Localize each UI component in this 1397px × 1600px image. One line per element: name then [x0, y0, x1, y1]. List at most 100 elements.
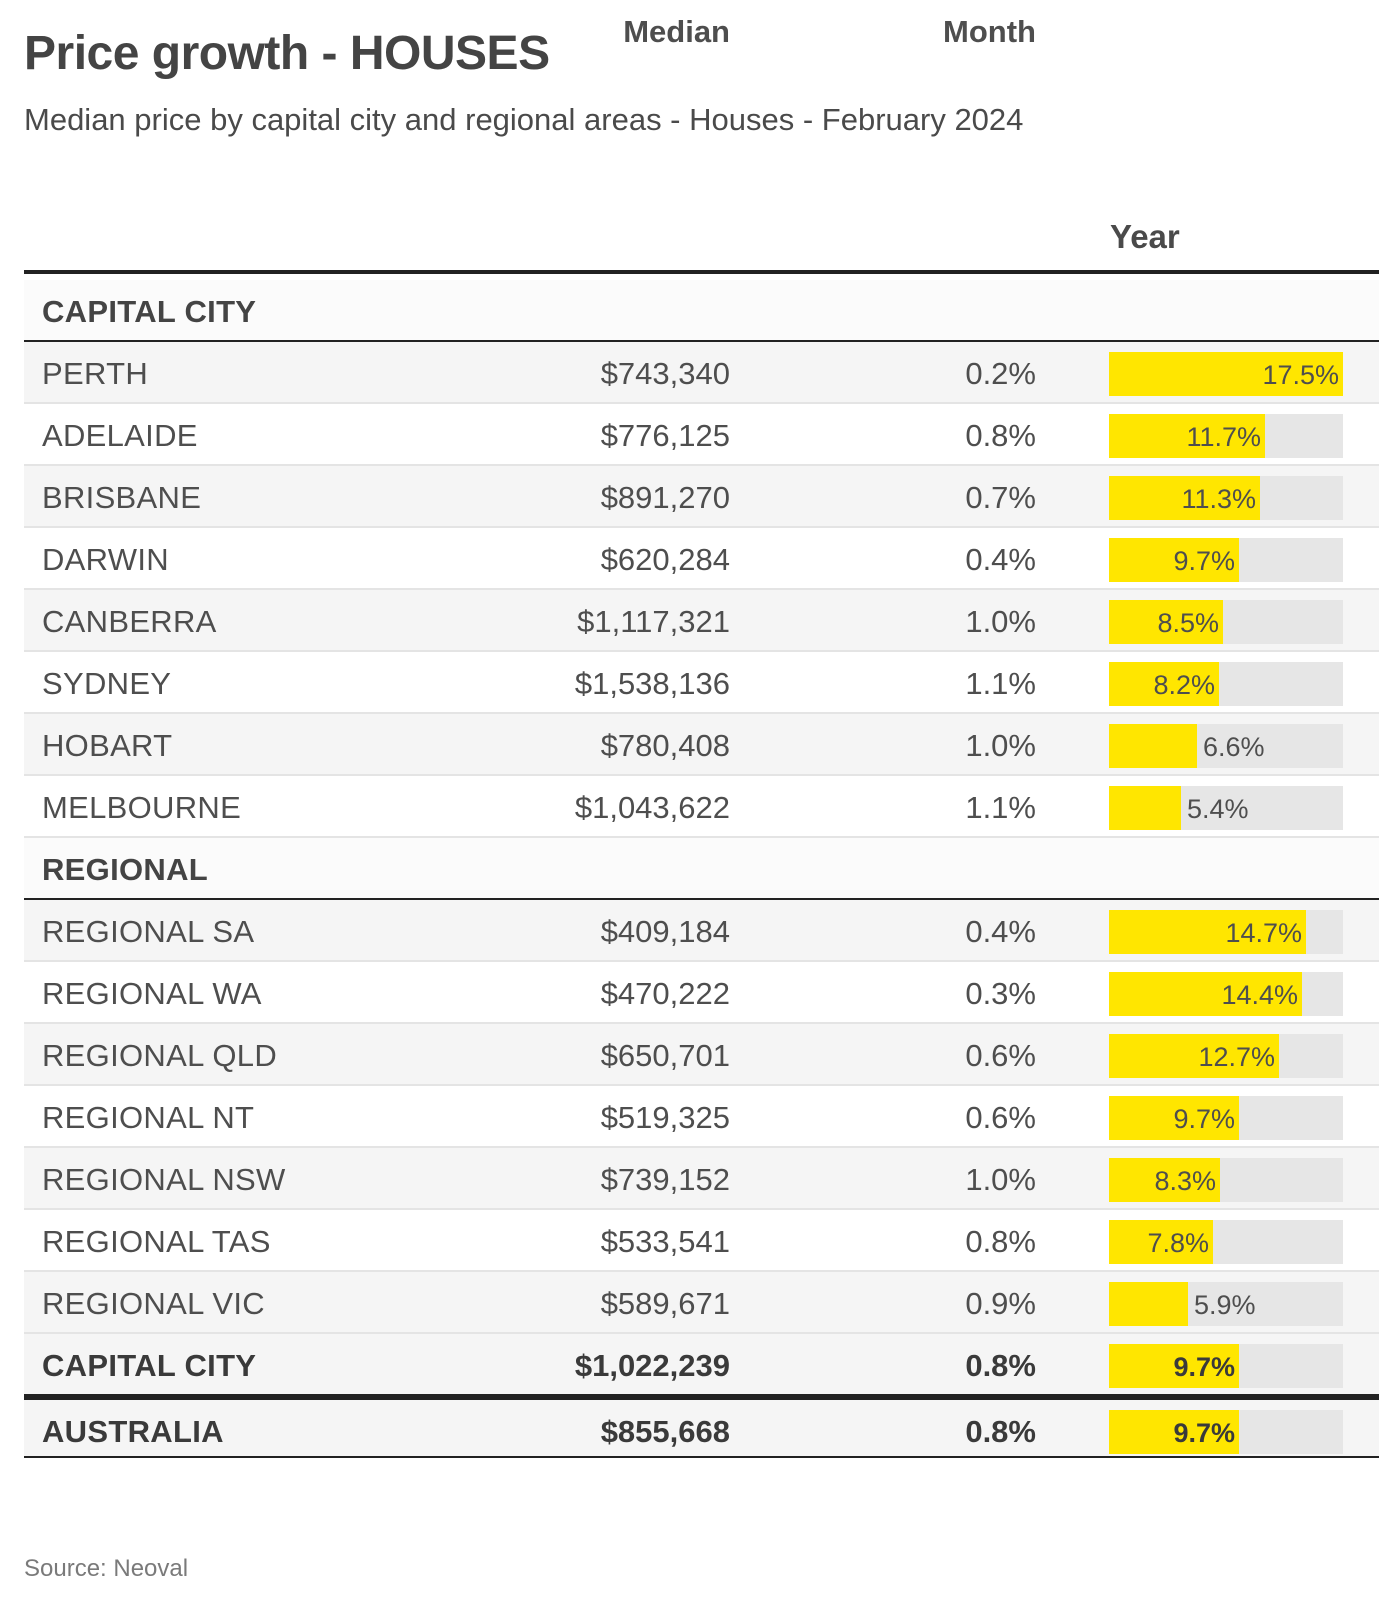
year-bar	[1109, 352, 1343, 396]
year-bar-track: 17.5%	[1109, 352, 1343, 396]
year-change-label: 9.7%	[1173, 1104, 1235, 1134]
total-row: CAPITAL CITY $1,022,239 0.8% 9.7%	[24, 1334, 1379, 1396]
year-bar	[1109, 476, 1260, 520]
year-bar-track: 14.4%	[1109, 972, 1343, 1016]
page-subtitle: Median price by capital city and regiona…	[24, 102, 1024, 137]
year-change-label: 11.7%	[1186, 422, 1261, 452]
table-row: REGIONAL TAS $533,541 0.8% 7.8%	[24, 1210, 1379, 1272]
region-name: ADELAIDE	[42, 418, 198, 453]
year-change-label: 14.7%	[1225, 918, 1302, 948]
year-bar-track: 8.2%	[1109, 662, 1343, 706]
table-row: REGIONAL QLD $650,701 0.6% 12.7%	[24, 1024, 1379, 1086]
month-change: 1.1%	[965, 790, 1036, 825]
month-change: 0.4%	[965, 542, 1036, 577]
month-change: 0.8%	[965, 1348, 1036, 1383]
year-bar-track: 6.6%	[1109, 724, 1343, 768]
table-row: MELBOURNE $1,043,622 1.1% 5.4%	[24, 776, 1379, 838]
region-name: REGIONAL SA	[42, 914, 255, 949]
month-change: 0.4%	[965, 914, 1036, 949]
median-price: $533,541	[600, 1224, 730, 1259]
year-bar	[1109, 972, 1302, 1016]
year-bar	[1109, 910, 1306, 954]
year-bar-track: 8.3%	[1109, 1158, 1343, 1202]
price-growth-table: CAPITAL CITY PERTH $743,340 0.2% 17.5% ADELAI…	[24, 280, 1379, 1458]
region-name: HOBART	[42, 728, 173, 763]
month-change: 0.6%	[965, 1038, 1036, 1073]
year-change-label: 9.7%	[1173, 546, 1235, 576]
year-bar-track: 7.8%	[1109, 1220, 1343, 1264]
year-change-label: 14.4%	[1221, 980, 1298, 1010]
median-price: $743,340	[600, 356, 730, 391]
table-row: SYDNEY $1,538,136 1.1% 8.2%	[24, 652, 1379, 714]
median-price: $650,701	[600, 1038, 730, 1073]
table-row: DARWIN $620,284 0.4% 9.7%	[24, 528, 1379, 590]
region-name: MELBOURNE	[42, 790, 242, 825]
month-change: 0.8%	[965, 1224, 1036, 1259]
section-label: CAPITAL CITY	[42, 294, 257, 329]
region-name: REGIONAL VIC	[42, 1286, 265, 1321]
table-row: HOBART $780,408 1.0% 6.6%	[24, 714, 1379, 776]
region-name: AUSTRALIA	[42, 1414, 224, 1449]
column-header-year: Year	[1110, 218, 1180, 255]
month-change: 0.9%	[965, 1286, 1036, 1321]
month-change: 0.6%	[965, 1100, 1036, 1135]
table-row: REGIONAL VIC $589,671 0.9% 5.9%	[24, 1272, 1379, 1334]
year-bar-track: 5.4%	[1109, 786, 1343, 830]
median-price: $409,184	[600, 914, 730, 949]
year-bar-track: 11.7%	[1109, 414, 1343, 458]
median-price: $1,117,321	[577, 604, 730, 639]
median-price: $739,152	[600, 1162, 730, 1197]
median-price: $776,125	[600, 418, 730, 453]
region-name: BRISBANE	[42, 480, 202, 515]
median-price: $891,270	[600, 480, 730, 515]
year-bar	[1109, 538, 1239, 582]
year-bar-track: 5.9%	[1109, 1282, 1343, 1326]
region-name: CAPITAL CITY	[42, 1348, 257, 1383]
year-bar	[1109, 414, 1265, 458]
year-change-label: 12.7%	[1198, 1042, 1275, 1072]
region-name: CANBERRA	[42, 604, 217, 639]
year-bar	[1109, 600, 1223, 644]
year-bar-track: 9.7%	[1109, 1410, 1343, 1454]
page-title: Price growth - HOUSES	[24, 27, 550, 80]
year-change-label: 6.6%	[1203, 732, 1265, 762]
year-bar	[1109, 1034, 1279, 1078]
column-header-median: Median	[623, 14, 730, 49]
region-name: PERTH	[42, 356, 149, 391]
region-name: REGIONAL WA	[42, 976, 262, 1011]
year-bar	[1109, 1344, 1239, 1388]
year-change-label: 7.8%	[1147, 1228, 1209, 1258]
median-price: $855,668	[600, 1414, 730, 1449]
year-change-label: 9.7%	[1173, 1352, 1235, 1382]
year-bar	[1109, 786, 1181, 830]
year-bar-track: 12.7%	[1109, 1034, 1343, 1078]
month-change: 0.7%	[965, 480, 1036, 515]
month-change: 0.3%	[965, 976, 1036, 1011]
total-row: AUSTRALIA $855,668 0.8% 9.7%	[24, 1396, 1379, 1458]
median-price: $1,022,239	[574, 1348, 730, 1383]
year-bar	[1109, 1158, 1220, 1202]
year-change-label: 5.9%	[1194, 1290, 1256, 1320]
region-name: REGIONAL NSW	[42, 1162, 286, 1197]
region-name: REGIONAL TAS	[42, 1224, 271, 1259]
year-bar	[1109, 724, 1197, 768]
section-row: CAPITAL CITY	[24, 280, 1379, 342]
month-change: 1.0%	[965, 1162, 1036, 1197]
year-bar	[1109, 1096, 1239, 1140]
table-row: CANBERRA $1,117,321 1.0% 8.5%	[24, 590, 1379, 652]
year-bar	[1109, 1220, 1213, 1264]
year-bar-track: 9.7%	[1109, 1096, 1343, 1140]
table-row: REGIONAL SA $409,184 0.4% 14.7%	[24, 900, 1379, 962]
region-name: DARWIN	[42, 542, 169, 577]
month-change: 1.0%	[965, 604, 1036, 639]
month-change: 1.1%	[965, 666, 1036, 701]
year-change-label: 17.5%	[1262, 360, 1339, 390]
year-bar-track: 9.7%	[1109, 1344, 1343, 1388]
year-bar-track: 9.7%	[1109, 538, 1343, 582]
median-price: $470,222	[600, 976, 730, 1011]
region-name: SYDNEY	[42, 666, 172, 701]
year-change-label: 9.7%	[1173, 1418, 1235, 1448]
table-row: REGIONAL NT $519,325 0.6% 9.7%	[24, 1086, 1379, 1148]
table-row: REGIONAL WA $470,222 0.3% 14.4%	[24, 962, 1379, 1024]
